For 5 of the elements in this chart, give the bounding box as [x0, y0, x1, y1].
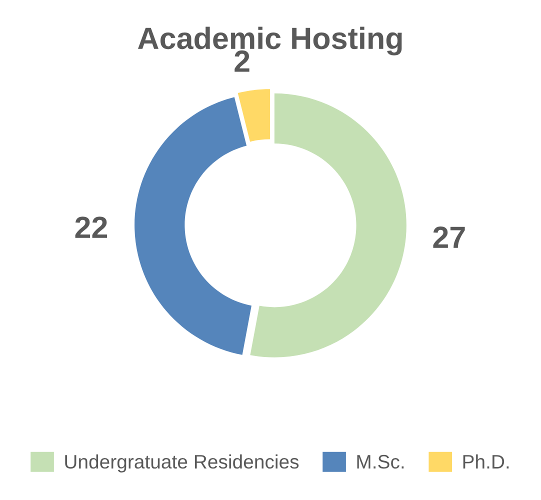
legend-label: Undergratuate Residencies	[65, 454, 299, 472]
legend-label: M.Sc.	[357, 454, 404, 469]
data-label: 22	[75, 216, 107, 238]
data-label: 27	[433, 226, 465, 248]
legend-label: Ph.D.	[463, 454, 509, 468]
